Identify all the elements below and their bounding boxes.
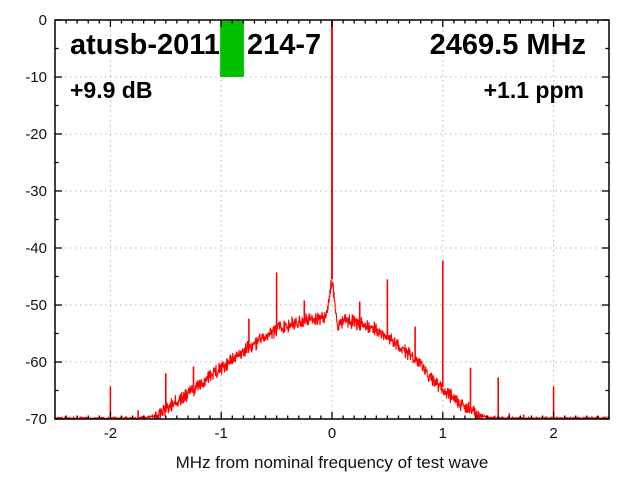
x-tick-label: 1: [439, 425, 447, 442]
plot-title-right: 214-7: [247, 29, 321, 61]
tick-label-layer: -2 -1 0 1 20-10-20-30-40-50-60-70: [25, 12, 557, 442]
y-tick-label: -30: [25, 183, 47, 200]
y-tick-label: -50: [25, 297, 47, 314]
ppm-offset-label: +1.1 ppm: [484, 77, 584, 103]
x-tick-label: 2: [549, 425, 557, 442]
plot-title-left: atusb-2011: [70, 29, 220, 61]
pass-band-marker: [220, 20, 244, 77]
x-tick-label: -1: [215, 425, 228, 442]
frequency-label: 2469.5 MHz: [430, 29, 586, 61]
x-tick-label: -2: [104, 425, 117, 442]
x-axis-label: MHz from nominal frequency of test wave: [176, 453, 489, 472]
y-tick-label: 0: [39, 12, 47, 29]
axes-frame-layer: [54, 19, 610, 420]
x-tick-label: 0: [328, 425, 336, 442]
annotation-layer: atusb-2011 214-7 2469.5 MHz +9.9 dB +1.1…: [70, 29, 586, 103]
y-tick-label: -70: [25, 411, 47, 428]
gain-label: +9.9 dB: [70, 77, 152, 103]
y-tick-label: -20: [25, 126, 47, 143]
y-tick-label: -10: [25, 69, 47, 86]
y-tick-label: -60: [25, 354, 47, 371]
y-tick-label: -40: [25, 240, 47, 257]
